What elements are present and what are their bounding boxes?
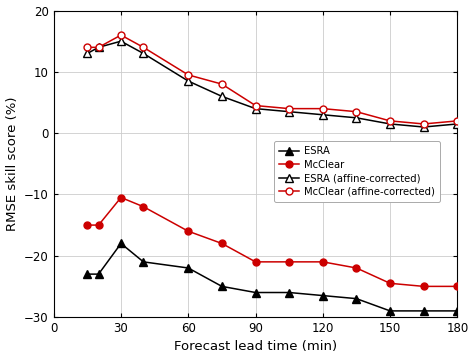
McClear (387, 281, 393, 285)
ESRA (421, 309, 427, 313)
ESRA (affine-corrected) (96, 45, 101, 50)
McClear (421, 284, 427, 289)
McClear (118, 195, 124, 200)
Line: McClear: McClear (84, 194, 461, 290)
ESRA (455, 309, 460, 313)
Y-axis label: RMSE skill score (%): RMSE skill score (%) (6, 97, 18, 231)
ESRA (84, 272, 90, 276)
Line: ESRA (affine-corrected): ESRA (affine-corrected) (83, 37, 462, 131)
McClear (219, 241, 225, 246)
ESRA (affine-corrected) (320, 113, 326, 117)
McClear (affine-corrected) (185, 73, 191, 77)
ESRA (253, 290, 258, 295)
McClear (affine-corrected) (219, 82, 225, 86)
ESRA (affine-corrected) (354, 116, 359, 120)
McClear (185, 229, 191, 233)
McClear (affine-corrected) (421, 122, 427, 126)
ESRA (affine-corrected) (387, 122, 393, 126)
Line: McClear (affine-corrected): McClear (affine-corrected) (84, 32, 461, 127)
McClear (affine-corrected) (354, 109, 359, 114)
McClear (affine-corrected) (455, 119, 460, 123)
ESRA (affine-corrected) (185, 79, 191, 83)
McClear (455, 284, 460, 289)
McClear (286, 260, 292, 264)
McClear (96, 223, 101, 227)
McClear (affine-corrected) (320, 107, 326, 111)
ESRA (219, 284, 225, 289)
McClear (affine-corrected) (286, 107, 292, 111)
ESRA (185, 266, 191, 270)
ESRA (118, 241, 124, 246)
ESRA (96, 272, 101, 276)
ESRA (affine-corrected) (286, 109, 292, 114)
ESRA (affine-corrected) (219, 94, 225, 98)
McClear (affine-corrected) (84, 45, 90, 50)
ESRA (141, 260, 146, 264)
McClear (affine-corrected) (253, 103, 258, 108)
McClear (354, 266, 359, 270)
ESRA (affine-corrected) (118, 39, 124, 43)
McClear (affine-corrected) (387, 119, 393, 123)
ESRA (affine-corrected) (84, 51, 90, 56)
ESRA (320, 293, 326, 298)
ESRA (affine-corrected) (421, 125, 427, 129)
ESRA (affine-corrected) (141, 51, 146, 56)
McClear (320, 260, 326, 264)
McClear (affine-corrected) (141, 45, 146, 50)
McClear (affine-corrected) (96, 45, 101, 50)
ESRA (387, 309, 393, 313)
McClear (141, 205, 146, 209)
Legend: ESRA, McClear, ESRA (affine-corrected), McClear (affine-corrected): ESRA, McClear, ESRA (affine-corrected), … (274, 141, 440, 202)
ESRA (affine-corrected) (253, 107, 258, 111)
McClear (affine-corrected) (118, 33, 124, 37)
X-axis label: Forecast lead time (min): Forecast lead time (min) (174, 340, 337, 354)
McClear (84, 223, 90, 227)
ESRA (affine-corrected) (455, 122, 460, 126)
ESRA (286, 290, 292, 295)
ESRA (354, 297, 359, 301)
McClear (253, 260, 258, 264)
Line: ESRA: ESRA (83, 239, 462, 315)
